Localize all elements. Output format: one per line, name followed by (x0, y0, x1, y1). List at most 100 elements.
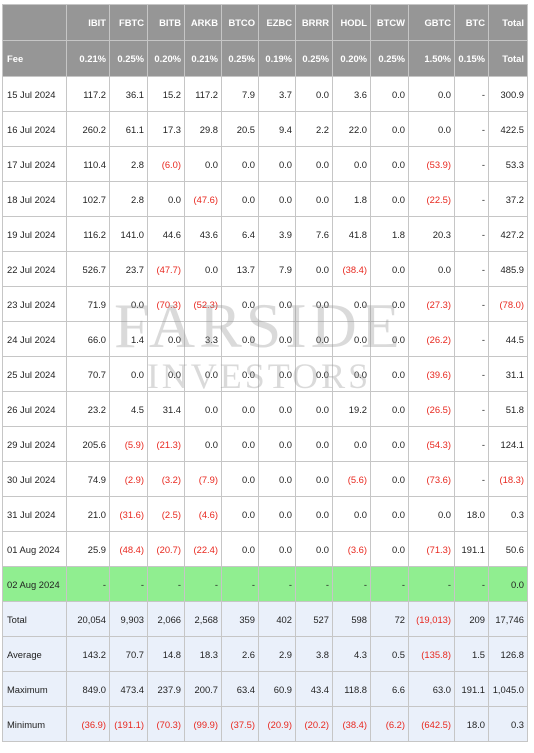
table-row: 22 Jul 2024 526.7 23.7 (47.7) 0.0 13.7 7.9 0.0(… (2, 251, 528, 287)
header-row: IBIT FBTC BITB ARKB BTCO EZBC BRRR HODL BTCW GBTC… (2, 4, 528, 41)
value-cell: 60.9 (258, 671, 296, 707)
value-cell: 20,054 (66, 601, 110, 637)
value-cell: (18.3) (488, 461, 528, 497)
value-cell: 0.0 (408, 76, 455, 112)
value-cell: 2.2 (295, 111, 333, 147)
value-cell: ARKB (184, 4, 222, 41)
value-cell: 25.9 (66, 531, 110, 567)
value-cell: (73.6) (408, 461, 455, 497)
value-cell: 2,568 (184, 601, 222, 637)
value-cell: 0.0 (258, 181, 296, 217)
value-cell: 0.0 (221, 286, 259, 322)
value-cell: 0.0 (408, 251, 455, 287)
value-cell: 102.7 (66, 181, 110, 217)
table-row: 24 Jul 2024 66.0 1.4 0.0 3.3 0.0 0.0 0.0 0.0 0.0(… (2, 321, 528, 357)
value-cell: 598 (332, 601, 371, 637)
value-cell: 0.0 (295, 286, 333, 322)
value-cell: 0.0 (295, 251, 333, 287)
value-cell: 0.0 (370, 461, 409, 497)
value-cell: 0.0 (184, 426, 222, 462)
value-cell: 63.4 (221, 671, 259, 707)
value-cell: 427.2 (488, 216, 528, 252)
value-cell: 17,746 (488, 601, 528, 637)
value-cell: 0.0 (221, 391, 259, 427)
table-row: 23 Jul 2024 71.9 0.0 (70.3) (52.3) 0.0 0.0 0.0 0… (2, 286, 528, 322)
row-label-cell: 25 Jul 2024 (2, 356, 67, 392)
value-cell: 0.0 (332, 146, 371, 182)
row-label-cell (2, 4, 67, 41)
value-cell: 205.6 (66, 426, 110, 462)
value-cell: 3.6 (332, 76, 371, 112)
row-label-cell: 26 Jul 2024 (2, 391, 67, 427)
value-cell: 1.8 (332, 181, 371, 217)
table-row: 29 Jul 2024 205.6 (5.9) (21.3) 0.0 0.0 0.0 0.0 0… (2, 426, 528, 462)
value-cell: 1,045.0 (488, 671, 528, 707)
value-cell: 0.0 (370, 356, 409, 392)
value-cell: (3.6) (332, 531, 371, 567)
value-cell: - (454, 111, 489, 147)
value-cell: - (408, 566, 455, 602)
value-cell: - (454, 216, 489, 252)
value-cell: 44.6 (147, 216, 185, 252)
value-cell: (2.5) (147, 496, 185, 532)
value-cell: EZBC (258, 4, 296, 41)
summary-row: Minimum (36.9) (191.1) (70.3) (99.9) (37.5) (2… (2, 706, 528, 742)
value-cell: (71.3) (408, 531, 455, 567)
value-cell: 0.0 (370, 111, 409, 147)
value-cell: 0.0 (332, 286, 371, 322)
table-row: 17 Jul 2024 110.4 2.8 (6.0) 0.0 0.0 0.0 0.0 0.0 0… (2, 146, 528, 182)
value-cell: 0.0 (221, 496, 259, 532)
value-cell: 37.2 (488, 181, 528, 217)
value-cell: 0.0 (109, 356, 148, 392)
value-cell: - (454, 391, 489, 427)
value-cell: (99.9) (184, 706, 222, 742)
value-cell: 200.7 (184, 671, 222, 707)
value-cell: 0.0 (295, 181, 333, 217)
value-cell: 2.6 (221, 636, 259, 672)
value-cell: BRRR (295, 4, 333, 41)
value-cell: 19.2 (332, 391, 371, 427)
value-cell: - (454, 356, 489, 392)
value-cell: 0.0 (258, 391, 296, 427)
value-cell: 71.9 (66, 286, 110, 322)
value-cell: 6.6 (370, 671, 409, 707)
row-label-cell: 31 Jul 2024 (2, 496, 67, 532)
row-label-cell: 01 Aug 2024 (2, 531, 67, 567)
value-cell: (6.2) (370, 706, 409, 742)
value-cell: (20.2) (295, 706, 333, 742)
row-label-cell: 18 Jul 2024 (2, 181, 67, 217)
value-cell: 0.0 (295, 461, 333, 497)
table-row: 25 Jul 2024 70.7 0.0 0.0 0.0 0.0 0.0 0.0 0.0 0.0(… (2, 356, 528, 392)
value-cell: 0.0 (258, 426, 296, 462)
value-cell: (3.2) (147, 461, 185, 497)
value-cell: BTCW (370, 4, 409, 41)
value-cell: 31.4 (147, 391, 185, 427)
value-cell: 0.25% (295, 40, 333, 77)
value-cell: 70.7 (66, 356, 110, 392)
value-cell: - (454, 321, 489, 357)
value-cell: 0.0 (184, 146, 222, 182)
value-cell: 53.3 (488, 146, 528, 182)
value-cell: 13.7 (221, 251, 259, 287)
value-cell: - (370, 566, 409, 602)
value-cell: (78.0) (488, 286, 528, 322)
value-cell: 209 (454, 601, 489, 637)
value-cell: 0.25% (109, 40, 148, 77)
value-cell: 0.0 (295, 146, 333, 182)
value-cell: 51.8 (488, 391, 528, 427)
value-cell: - (295, 566, 333, 602)
value-cell: 0.0 (332, 321, 371, 357)
row-label-cell: 17 Jul 2024 (2, 146, 67, 182)
value-cell: 0.0 (370, 76, 409, 112)
value-cell: 0.0 (370, 251, 409, 287)
value-cell: GBTC (408, 4, 455, 41)
value-cell: 0.0 (295, 321, 333, 357)
value-cell: 31.1 (488, 356, 528, 392)
value-cell: - (454, 426, 489, 462)
value-cell: 0.0 (408, 111, 455, 147)
value-cell: (26.2) (408, 321, 455, 357)
value-cell: (39.6) (408, 356, 455, 392)
value-cell: 0.0 (109, 286, 148, 322)
value-cell: 0.3 (488, 496, 528, 532)
value-cell: 7.9 (221, 76, 259, 112)
